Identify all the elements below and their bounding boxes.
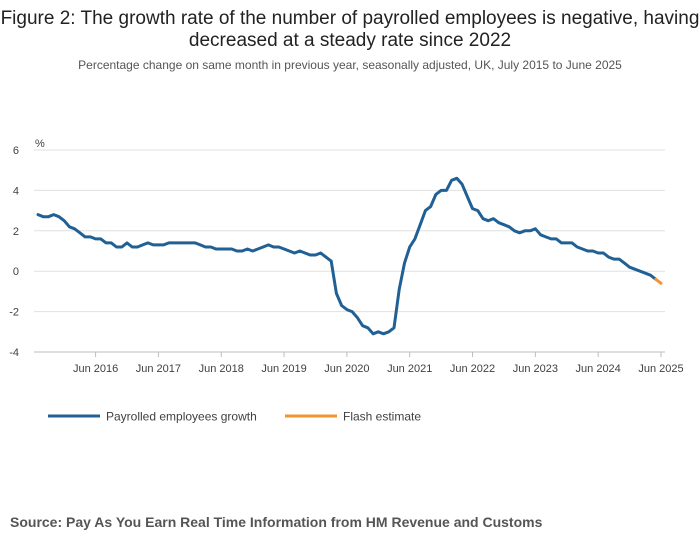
series-line-flash (654, 277, 663, 285)
chart-subtitle: Percentage change on same month in previ… (78, 58, 622, 72)
x-tick-label: Jun 2024 (576, 363, 621, 375)
y-tick-label: 6 (13, 145, 19, 157)
y-tick-label: -2 (9, 307, 19, 319)
x-axis: Jun 2016 Jun 2017 Jun 2018 Jun 2019 Jun 2020… (34, 351, 684, 375)
y-tick-label: 0 (13, 266, 19, 278)
y-tick-label: 2 (13, 226, 19, 238)
y-tick-label: 4 (13, 185, 19, 197)
x-tick-label: Jun 2016 (73, 363, 118, 375)
series-lines (36, 176, 663, 336)
chart-title: Figure 2: The growth rate of the number … (0, 8, 700, 51)
source-note: Source: Pay As You Earn Real Time Inform… (10, 514, 543, 530)
x-tick-label: Jun 2023 (513, 363, 558, 375)
series-line-payrolled (36, 176, 658, 336)
x-tick-label: Jun 2017 (136, 363, 181, 375)
y-tick-label: -4 (9, 347, 19, 359)
x-tick-label: Jun 2020 (324, 363, 369, 375)
x-tick-label: Jun 2019 (261, 363, 306, 375)
legend-label-flash: Flash estimate (343, 410, 421, 424)
legend-label-payrolled: Payrolled employees growth (106, 410, 257, 424)
y-axis-unit-label: % (35, 138, 45, 150)
y-axis: -4 -2 0 2 4 6 (9, 145, 19, 359)
x-tick-label: Jun 2021 (387, 363, 432, 375)
x-tick-label: Jun 2018 (199, 363, 244, 375)
legend: Payrolled employees growth Flash estimat… (48, 410, 421, 424)
x-tick-label: Jun 2025 (638, 363, 683, 375)
x-tick-label: Jun 2022 (450, 363, 495, 375)
gridlines (34, 149, 665, 313)
